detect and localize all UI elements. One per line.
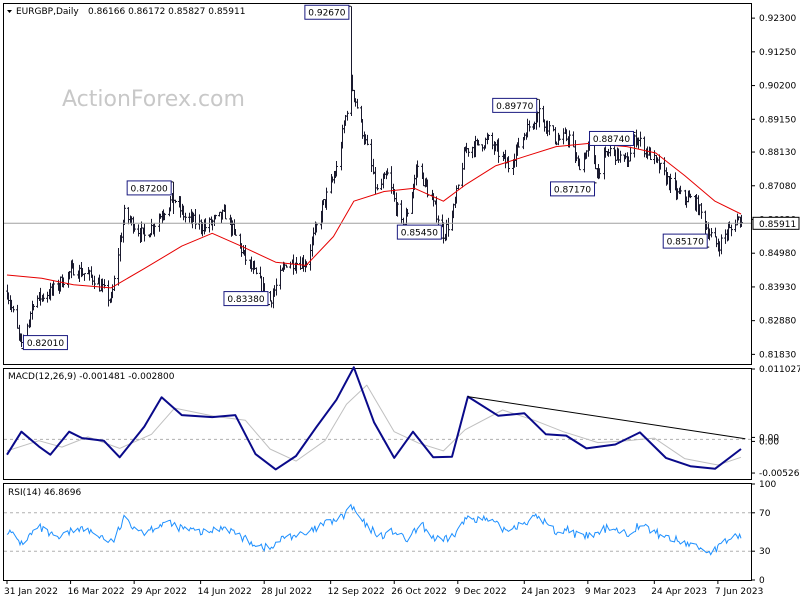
price-annotation: 0.85450 <box>396 224 444 240</box>
y-tick-label: 0.92300 <box>759 14 796 24</box>
x-tick-label: 14 Jun 2022 <box>198 587 252 597</box>
macd-y-axis: 0.011027 0.000.00 -0.005267 <box>751 365 800 479</box>
rsi-y-tick-label: 70 <box>759 509 771 519</box>
annotation-box <box>589 130 635 146</box>
annotation-label: 0.85170 <box>667 238 704 248</box>
annotation-box <box>22 335 68 351</box>
price-annotation: 0.92670 <box>304 4 351 20</box>
annotation-label: 0.83380 <box>227 295 264 305</box>
annotation-box <box>223 291 269 307</box>
price-annotation: 0.89770 <box>492 97 539 113</box>
annotation-box <box>492 97 538 113</box>
x-tick-label: 24 Apr 2023 <box>651 587 707 597</box>
y-tick-label: 0.91250 <box>759 48 796 58</box>
annotation-label: 0.88740 <box>593 135 630 145</box>
x-tick-label: 26 Oct 2022 <box>391 587 447 597</box>
macd-y-tick-label: 0.00 <box>759 433 779 443</box>
rsi-y-tick-label: 100 <box>759 480 776 490</box>
y-tick-label: 0.89150 <box>759 115 796 125</box>
x-tick-label: 28 Jul 2022 <box>261 587 312 597</box>
x-tick-label: 24 Jan 2023 <box>521 587 575 597</box>
x-tick-label: 9 Mar 2023 <box>585 587 636 597</box>
rsi-panel <box>3 483 752 581</box>
annotation-box <box>126 180 172 196</box>
x-tick-label: 16 Mar 2022 <box>68 587 125 597</box>
macd-main-line <box>6 366 742 471</box>
price-annotation: 0.85170 <box>662 233 710 249</box>
rsi-title: RSI(14) 46.8696 <box>8 488 81 498</box>
y-tick-label: 0.84980 <box>759 249 796 259</box>
y-tick-label: 0.88130 <box>759 148 796 158</box>
annotation-label: 0.87200 <box>131 184 168 194</box>
macd-y-tick-label: 0.011027 <box>759 365 800 375</box>
annotation-label: 0.82010 <box>27 339 64 349</box>
annotation-label: 0.85450 <box>401 229 438 239</box>
y-tick-label: 0.81830 <box>759 350 796 360</box>
annotation-box <box>550 181 596 197</box>
annotation-label: 0.87170 <box>554 185 591 195</box>
rsi-y-tick-label: 0 <box>759 576 765 586</box>
price-annotation: 0.83380 <box>223 291 270 307</box>
current-price-badge <box>752 216 800 230</box>
price-annotation: 0.82010 <box>21 335 68 351</box>
price-annotations: 0.92670 0.89770 0.88740 0.87200 0.87170 0.854… <box>21 4 710 351</box>
macd-y-tick-label: -0.005267 <box>759 469 800 479</box>
symbol-label: EURGBP,Daily <box>16 7 79 17</box>
ohlc-values: 0.86166 0.86172 0.85827 0.85911 <box>88 7 245 17</box>
price-panel <box>3 3 752 365</box>
rsi-line <box>4 503 751 556</box>
y-tick-label: 0.83930 <box>759 283 796 293</box>
annotation-label: 0.92670 <box>308 9 345 19</box>
annotation-label: 0.89770 <box>496 102 533 112</box>
annotation-box <box>396 224 442 240</box>
x-tick-label: 31 Jan 2022 <box>4 587 58 597</box>
watermark-text: ActionForex.com <box>62 87 245 112</box>
dropdown-triangle-icon[interactable] <box>7 10 12 13</box>
macd-trendline <box>467 396 746 440</box>
x-axis: 31 Jan 2022 16 Mar 2022 29 Apr 2022 14 Jun … <box>4 580 763 597</box>
x-tick-label: 9 Dec 2022 <box>455 587 507 597</box>
macd-y-tick-label: 0.00 <box>759 437 779 447</box>
price-annotation: 0.87200 <box>126 180 174 196</box>
annotation-box <box>662 233 708 249</box>
y-tick-label: 0.90200 <box>759 82 796 92</box>
rsi-y-axis: 100 70 30 0 <box>751 480 776 586</box>
macd-lines <box>4 366 751 471</box>
price-annotation: 0.88740 <box>589 130 636 146</box>
rsi-y-tick-label: 30 <box>759 547 771 557</box>
y-tick-label: 0.87080 <box>759 182 796 192</box>
x-tick-label: 12 Sep 2022 <box>328 587 385 597</box>
moving-average <box>6 142 742 289</box>
price-annotation: 0.87170 <box>550 181 597 197</box>
current-price-label: 0.85911 <box>759 220 796 230</box>
price-y-axis: 0.92300 0.91250 0.90200 0.89150 0.88130 0.870… <box>751 14 800 360</box>
macd-panel <box>3 368 752 480</box>
y-tick-label: 0.82880 <box>759 317 796 327</box>
rsi-line-path <box>6 503 742 556</box>
annotation-box <box>304 4 350 20</box>
ma-line <box>6 142 742 289</box>
x-tick-label: 7 Jun 2023 <box>715 587 763 597</box>
x-tick-label: 29 Apr 2022 <box>131 587 187 597</box>
macd-title: MACD(12,26,9) -0.001481 -0.002800 <box>8 372 175 382</box>
